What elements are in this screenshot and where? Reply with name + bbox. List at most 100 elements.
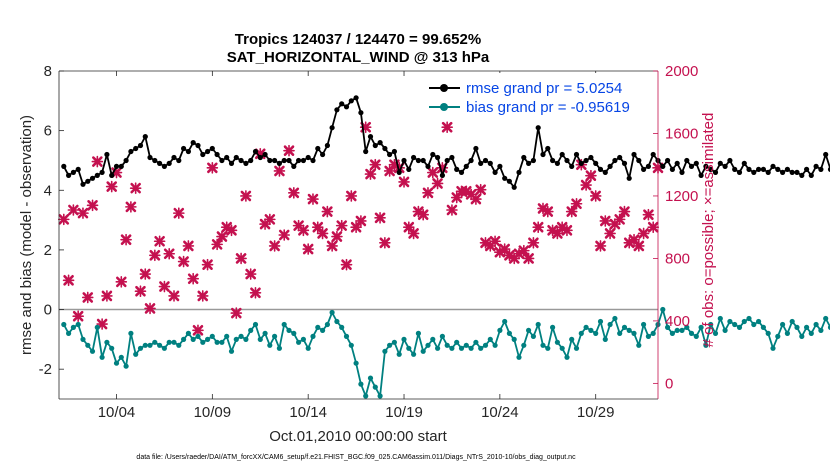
- rmse-point: [554, 160, 561, 166]
- legend-box: [423, 73, 656, 117]
- rmse-point: [305, 154, 311, 161]
- y2-tick-label: 2000: [665, 63, 698, 80]
- bias-point: [751, 321, 757, 328]
- rmse-point: [688, 163, 695, 169]
- rmse-series: [61, 95, 830, 190]
- rmse-point: [324, 142, 330, 149]
- bias-point: [415, 330, 421, 336]
- rmse-point: [377, 140, 383, 146]
- rmse-point: [66, 172, 72, 178]
- rmse-point: [243, 160, 249, 166]
- rmse-point: [535, 125, 541, 131]
- bias-point: [741, 318, 747, 325]
- obs-marker: [426, 166, 439, 179]
- bias-point: [511, 336, 517, 342]
- obs-marker: [149, 249, 161, 262]
- bias-point: [813, 321, 819, 328]
- bias-point: [128, 330, 134, 336]
- rmse-point: [343, 104, 350, 110]
- rmse-point: [147, 154, 153, 161]
- bias-point: [794, 324, 800, 330]
- rmse-point: [267, 157, 273, 164]
- bias-point: [118, 354, 124, 360]
- obs-marker: [407, 227, 420, 240]
- rmse-point: [506, 178, 512, 184]
- y-tick-label: 6: [44, 123, 52, 140]
- rmse-point: [401, 157, 407, 164]
- rmse-point: [262, 151, 268, 158]
- rmse-point: [827, 166, 830, 172]
- bias-point: [320, 327, 326, 333]
- bias-point: [597, 318, 604, 325]
- bias-point: [166, 339, 172, 345]
- obs-marker: [235, 252, 247, 265]
- y-tick-label: 2: [44, 242, 52, 259]
- obs-marker: [335, 219, 348, 232]
- obs-marker: [240, 190, 252, 202]
- bias-point: [660, 306, 666, 313]
- obs-marker: [139, 268, 152, 280]
- bias-point: [276, 345, 282, 351]
- rmse-point: [415, 157, 421, 164]
- bias-point: [420, 348, 426, 354]
- bias-point: [396, 351, 402, 357]
- bias-point: [334, 318, 340, 325]
- rmse-point: [804, 166, 810, 172]
- bias-point: [684, 324, 690, 330]
- obs-marker: [446, 204, 458, 216]
- x-tick-label: 10/14: [289, 404, 327, 421]
- bias-point: [554, 339, 561, 345]
- bias-point: [209, 333, 215, 339]
- rmse-point: [741, 160, 747, 166]
- rmse-point: [176, 157, 182, 164]
- bias-point: [439, 333, 445, 339]
- rmse-point: [339, 101, 345, 107]
- rmse-point: [70, 169, 76, 175]
- rmse-point: [593, 160, 599, 166]
- rmse-point: [118, 163, 124, 169]
- bias-series: [61, 306, 830, 399]
- bias-point: [363, 393, 369, 399]
- rmse-point: [669, 166, 676, 172]
- bias-point: [305, 345, 311, 351]
- bias-point: [617, 330, 623, 336]
- rmse-point: [348, 98, 354, 104]
- bias-point: [688, 330, 695, 336]
- bias-point: [746, 315, 752, 322]
- bias-point: [641, 321, 647, 328]
- bias-point: [449, 345, 455, 351]
- bias-point: [693, 333, 699, 339]
- legend: rmse grand pr = 5.0254 bias grand pr = -…: [423, 73, 656, 117]
- rmse-point: [463, 163, 469, 169]
- rmse-point: [736, 169, 743, 175]
- obs-marker: [326, 240, 338, 252]
- bias-point: [233, 336, 239, 342]
- obs-marker: [201, 258, 214, 271]
- rmse-point: [387, 151, 393, 158]
- bias-point: [454, 339, 460, 345]
- bias-point: [99, 354, 105, 360]
- rmse-point: [296, 157, 302, 164]
- rmse-point: [238, 157, 244, 164]
- bias-point: [698, 324, 704, 330]
- rmse-point: [310, 157, 316, 164]
- obs-marker: [522, 252, 535, 265]
- obs-marker: [120, 233, 132, 246]
- y2-tick-label: 400: [665, 313, 690, 330]
- bias-point: [583, 324, 589, 330]
- obs-marker: [489, 235, 501, 248]
- rmse-point: [684, 157, 690, 164]
- rmse-point: [315, 145, 321, 152]
- obs-marker: [474, 183, 487, 196]
- bias-point: [324, 321, 330, 328]
- obs-marker: [101, 290, 113, 302]
- rmse-point: [612, 157, 618, 164]
- rmse-point: [85, 178, 91, 184]
- rmse-point: [650, 151, 656, 158]
- obs-marker: [244, 268, 257, 280]
- rmse-point: [607, 163, 613, 169]
- bias-point: [281, 321, 287, 328]
- ticks-layer: -2 0 2 4 6 8 0 400 800 1200 1600 2000 10/04 10/09 10/1…: [39, 63, 699, 421]
- bias-point: [80, 336, 86, 342]
- obs-marker: [599, 215, 612, 227]
